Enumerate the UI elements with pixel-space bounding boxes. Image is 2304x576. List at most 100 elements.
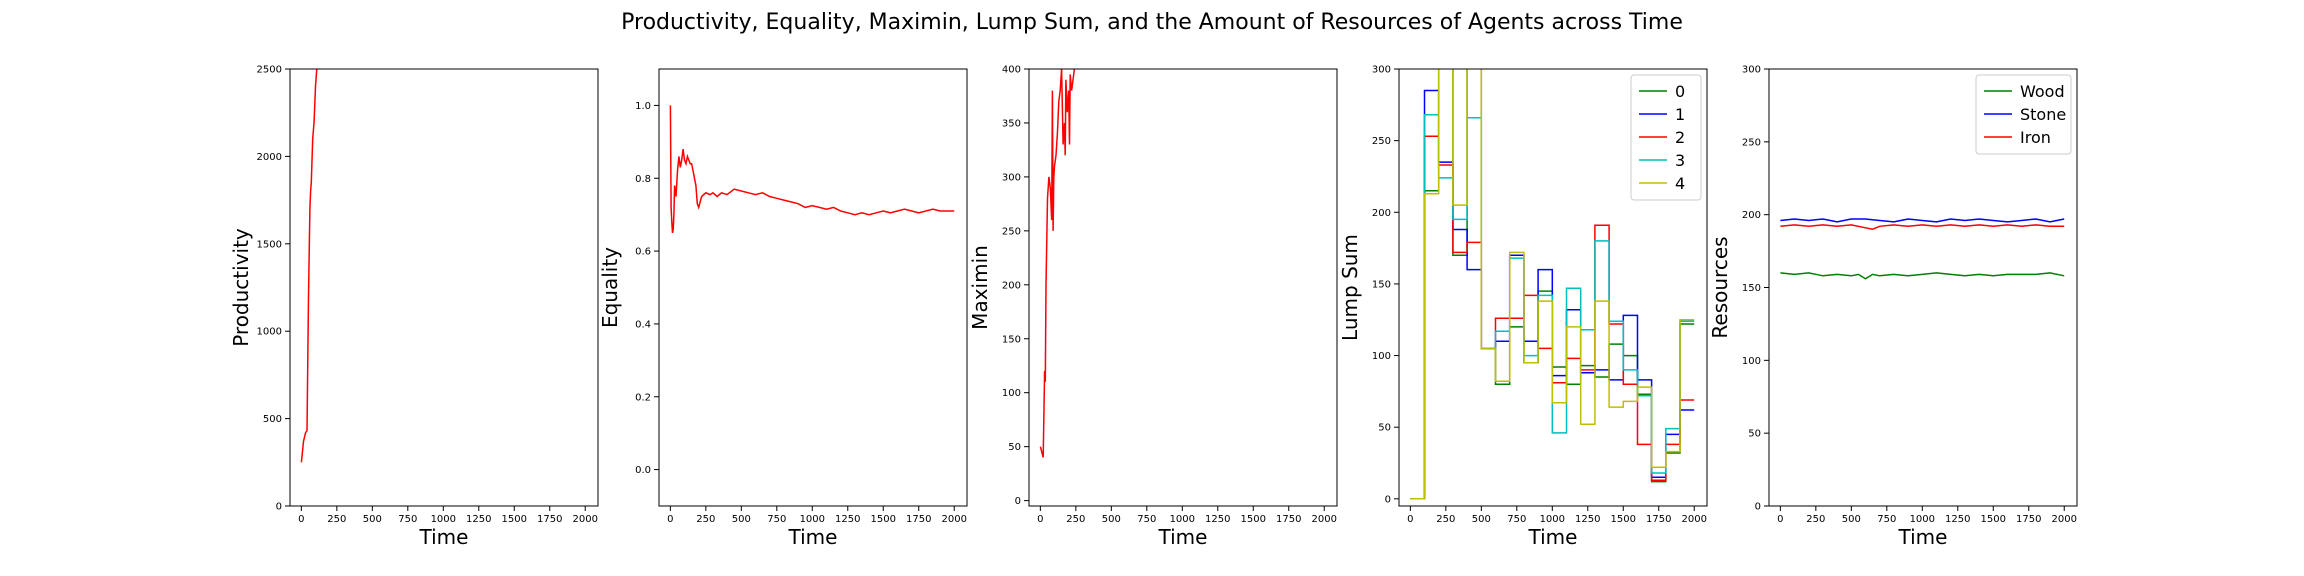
y-tick-label: 250	[1372, 136, 1391, 147]
y-axis-label: Equality	[598, 247, 622, 328]
x-axis-label: Time	[1898, 525, 1948, 549]
y-tick-label: 0	[1385, 494, 1391, 505]
x-tick-label: 1750	[906, 514, 931, 525]
legend-label: 0	[1675, 82, 1685, 101]
x-tick-label: 500	[363, 514, 382, 525]
series-line-wood	[1780, 272, 2065, 280]
series-line-2-1	[669, 105, 955, 234]
x-tick-label: 250	[696, 514, 715, 525]
x-tick-label: 250	[1436, 514, 1455, 525]
x-tick-label: 750	[398, 514, 417, 525]
y-tick-label: 0.8	[635, 174, 651, 185]
x-tick-label: 1500	[502, 514, 527, 525]
x-tick-label: 500	[1842, 514, 1861, 525]
chart-panel-2: 0 250 500 750 1000 1250 1500 1750 2000 0.0 0.2 0.4 0…	[598, 68, 968, 549]
x-tick-label: 1250	[835, 514, 860, 525]
x-tick-label: 750	[767, 514, 786, 525]
series-line-stone	[1780, 218, 2065, 223]
figure-title: Productivity, Equality, Maximin, Lump Su…	[621, 10, 1683, 35]
legend-box	[1975, 74, 2072, 155]
x-axis-label: Time	[788, 525, 838, 549]
x-tick-label: 1250	[466, 514, 491, 525]
y-tick-label: 250	[1002, 226, 1021, 237]
y-tick-label: 0.0	[635, 465, 651, 476]
x-tick-label: 1750	[2016, 514, 2041, 525]
x-tick-label: 250	[1066, 514, 1085, 525]
chart-panel-4: 0 250 500 750 1000 1250 1500 1750 20000501001502…	[1338, 65, 1708, 549]
y-tick-label: 100	[1742, 356, 1761, 367]
y-tick-label: 0	[276, 502, 282, 513]
x-tick-label: 1250	[1205, 514, 1230, 525]
y-tick-label: 150	[1372, 279, 1391, 290]
x-tick-label: 1000	[1540, 514, 1565, 525]
y-tick-label: 0.6	[635, 247, 651, 258]
x-tick-label: 2000	[2051, 514, 2076, 525]
y-tick-label: 200	[1742, 210, 1761, 221]
y-tick-label: 100	[1002, 388, 1021, 399]
legend-label: Stone	[2020, 105, 2066, 124]
x-tick-label: 750	[1137, 514, 1156, 525]
y-tick-label: 150	[1002, 334, 1021, 345]
y-tick-label: 300	[1372, 65, 1391, 76]
legend: Wood Stone Iron	[1975, 74, 2072, 155]
series-line-1-1	[300, 69, 318, 463]
y-tick-label: 100	[1372, 351, 1391, 362]
x-tick-label: 750	[1507, 514, 1526, 525]
y-tick-label: 0	[1015, 496, 1021, 507]
chart-panel-5: 0 250 500 750 1000 1250 1500 1750 2000 0 50 100 150 2…	[1708, 65, 2078, 549]
chart-panel-1: 0 250 500 750 1000 1250 1500 1750 2000 0 500 1000 15…	[229, 65, 599, 549]
x-tick-label: 500	[1102, 514, 1121, 525]
y-tick-label: 50	[1748, 429, 1761, 440]
x-tick-label: 0	[1777, 514, 1783, 525]
y-tick-label: 150	[1742, 283, 1761, 294]
x-tick-label: 1000	[1910, 514, 1935, 525]
y-tick-label: 50	[1378, 423, 1391, 434]
x-tick-label: 1000	[800, 514, 825, 525]
y-tick-label: 400	[1002, 65, 1021, 76]
x-axis-label: Time	[1158, 525, 1208, 549]
y-tick-label: 2500	[257, 65, 282, 76]
y-tick-label: 0.2	[635, 392, 651, 403]
series-line-iron	[1780, 224, 2065, 230]
x-tick-label: 1000	[1170, 514, 1195, 525]
y-tick-label: 50	[1008, 442, 1021, 453]
x-tick-label: 2000	[1681, 514, 1706, 525]
y-tick-label: 0	[1755, 502, 1761, 513]
axes-frame	[1028, 68, 1338, 507]
x-tick-label: 1750	[1646, 514, 1671, 525]
axes-frame	[658, 68, 968, 507]
legend-label: 4	[1675, 174, 1685, 193]
x-tick-label: 1500	[871, 514, 896, 525]
x-tick-label: 2000	[572, 514, 597, 525]
x-tick-label: 1250	[1945, 514, 1970, 525]
x-tick-label: 1500	[1981, 514, 2006, 525]
y-axis-label: Lump Sum	[1338, 234, 1362, 341]
x-tick-label: 2000	[1311, 514, 1336, 525]
y-tick-label: 250	[1742, 137, 1761, 148]
y-tick-label: 1000	[257, 327, 282, 338]
legend-label: 1	[1675, 105, 1685, 124]
axes-frame	[1398, 68, 1708, 507]
y-tick-label: 1500	[257, 239, 282, 250]
legend-label: Wood	[2020, 82, 2065, 101]
axes-frame	[289, 68, 599, 507]
chart-panel-3: 0 250 500 750 1000 1250 1500 1750 2000 0 50 100 150 2…	[968, 65, 1338, 549]
x-axis-label: Time	[1528, 525, 1578, 549]
x-tick-label: 1750	[537, 514, 562, 525]
legend-label: 2	[1675, 128, 1685, 147]
y-tick-label: 2000	[257, 152, 282, 163]
y-tick-label: 200	[1372, 208, 1391, 219]
x-tick-label: 250	[327, 514, 346, 525]
y-tick-label: 1.0	[635, 101, 651, 112]
x-tick-label: 0	[1037, 514, 1043, 525]
y-tick-label: 300	[1002, 172, 1021, 183]
x-tick-label: 750	[1877, 514, 1896, 525]
x-tick-label: 1000	[431, 514, 456, 525]
x-tick-label: 1500	[1611, 514, 1636, 525]
x-tick-label: 250	[1806, 514, 1825, 525]
y-axis-label: Productivity	[229, 228, 253, 347]
x-tick-label: 0	[1407, 514, 1413, 525]
x-tick-label: 1250	[1575, 514, 1600, 525]
y-tick-label: 300	[1742, 65, 1761, 76]
y-axis-label: Maximin	[968, 245, 992, 330]
